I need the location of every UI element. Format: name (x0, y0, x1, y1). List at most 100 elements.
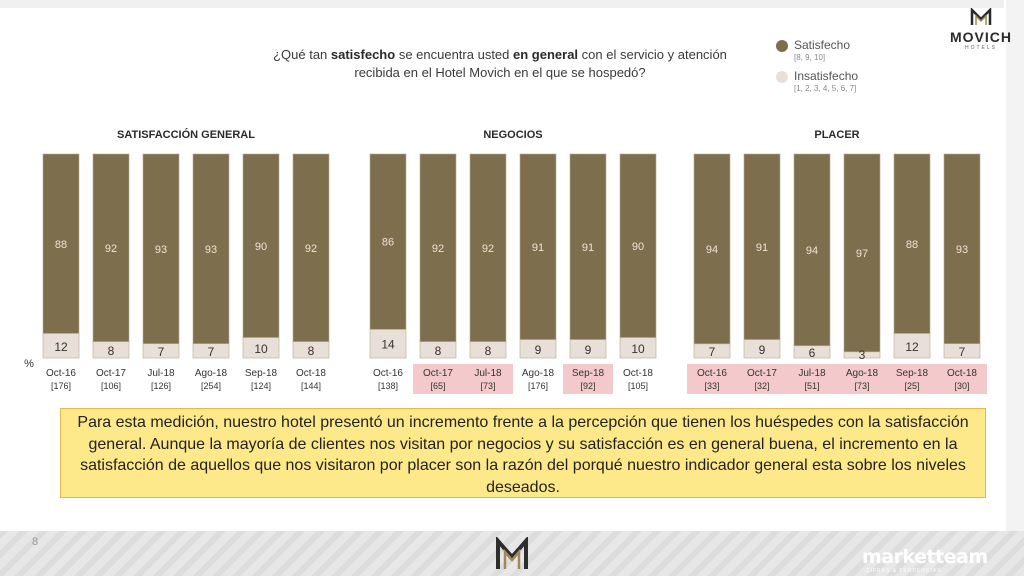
data-label-satisfecho: 92 (105, 243, 117, 255)
category-label: Oct-17 (96, 368, 126, 379)
bar-satisfecho (42, 153, 80, 334)
bar-satisfecho (419, 153, 457, 342)
bar-satisfecho (242, 153, 280, 338)
question-bold-satisfecho: satisfecho (330, 47, 396, 62)
data-label-insatisfecho: 9 (585, 343, 592, 357)
legend-sublabel: [1, 2, 3, 4, 5, 6, 7] (794, 84, 857, 93)
data-label-insatisfecho: 8 (485, 344, 492, 358)
bar-satisfecho (519, 153, 557, 340)
category-label: Oct-16 (46, 368, 76, 379)
base-label: [176] (51, 381, 71, 391)
group-title: NEGOCIOS (483, 129, 542, 141)
base-label: [32] (754, 381, 769, 391)
category-label: Sep-18 (896, 368, 929, 379)
bar-satisfecho (569, 153, 607, 340)
marketteam-brand: marketteam (862, 546, 988, 568)
base-label: [33] (704, 381, 719, 391)
data-label-satisfecho: 91 (582, 242, 594, 254)
base-label: [138] (378, 381, 398, 391)
footer-pattern (0, 531, 1024, 576)
legend-item-insatisfecho: Insatisfecho [1, 2, 3, 4, 5, 6, 7] (776, 69, 858, 94)
bar-insatisfecho (569, 339, 607, 359)
bar-insatisfecho (142, 343, 180, 359)
bar-insatisfecho (843, 351, 881, 359)
category-label: Oct-16 (373, 368, 403, 379)
category-label: Jul-18 (798, 368, 826, 379)
bar-insatisfecho (92, 341, 130, 359)
bar-satisfecho (693, 153, 731, 345)
top-band (0, 0, 1004, 8)
data-label-satisfecho: 91 (532, 242, 544, 254)
legend-label: Insatisfecho (794, 69, 859, 83)
base-label: [124] (251, 381, 271, 391)
bar-insatisfecho (519, 339, 557, 359)
data-label-satisfecho: 93 (956, 244, 968, 256)
bar-insatisfecho (693, 343, 731, 359)
unit-label: % (24, 358, 34, 370)
marketteam-tagline: CIFRAS & TENDENCIAS (866, 568, 942, 574)
bar-insatisfecho (42, 333, 80, 359)
data-label-insatisfecho: 7 (158, 345, 165, 359)
right-band (1006, 0, 1024, 540)
data-label-insatisfecho: 9 (759, 343, 766, 357)
bar-insatisfecho (469, 341, 507, 359)
legend-label: Satisfecho (794, 38, 851, 52)
base-label: [51] (804, 381, 819, 391)
category-highlight (563, 364, 613, 394)
data-label-insatisfecho: 8 (435, 344, 442, 358)
movich-logo: MOVICH HOTELS (945, 6, 1017, 51)
question-text: ¿Qué tan satisfecho se encuentra usted e… (250, 46, 750, 82)
base-label: [144] (301, 381, 321, 391)
base-label: [73] (480, 381, 495, 391)
base-label: [92] (580, 381, 595, 391)
data-label-insatisfecho: 12 (54, 340, 68, 354)
base-label: [106] (101, 381, 121, 391)
data-label-satisfecho: 93 (155, 244, 167, 256)
category-label: Jul-18 (147, 368, 175, 379)
data-label-satisfecho: 97 (856, 248, 868, 260)
data-label-insatisfecho: 12 (905, 340, 919, 354)
legend-sublabel: [8, 9, 10] (794, 53, 826, 62)
data-label-insatisfecho: 10 (631, 342, 645, 356)
bar-satisfecho (92, 153, 130, 342)
category-label: Oct-18 (947, 368, 977, 379)
data-label-insatisfecho: 8 (308, 344, 315, 358)
base-label: [105] (628, 381, 648, 391)
data-label-satisfecho: 93 (205, 244, 217, 256)
bar-insatisfecho (743, 339, 781, 359)
category-highlight (887, 364, 937, 394)
logo-subtitle: HOTELS (964, 45, 997, 51)
legend-item-satisfecho: Satisfecho [8, 9, 10] (776, 38, 858, 63)
logo-name: MOVICH (950, 29, 1012, 45)
category-highlight (687, 364, 737, 394)
data-label-satisfecho: 91 (756, 242, 768, 254)
category-highlight (787, 364, 837, 394)
category-label: Oct-18 (296, 368, 326, 379)
base-label: [73] (854, 381, 869, 391)
data-label-satisfecho: 92 (482, 243, 494, 255)
question-part: se encuentra usted (395, 47, 514, 62)
data-label-insatisfecho: 6 (809, 346, 816, 360)
insight-note: Para esta medición, nuestro hotel presen… (60, 408, 986, 498)
bar-insatisfecho (242, 337, 280, 359)
bar-satisfecho (292, 153, 330, 342)
base-label: [126] (151, 381, 171, 391)
category-label: Oct-18 (623, 368, 653, 379)
data-label-satisfecho: 86 (382, 237, 394, 249)
category-label: Jul-18 (474, 368, 502, 379)
category-label: Ago-18 (195, 368, 228, 379)
bar-satisfecho (619, 153, 657, 338)
category-highlight (837, 364, 887, 394)
category-label: Sep-18 (245, 368, 278, 379)
data-label-satisfecho: 90 (632, 241, 644, 253)
bar-satisfecho (743, 153, 781, 340)
data-label-insatisfecho: 3 (859, 348, 866, 362)
category-label: Oct-17 (423, 368, 453, 379)
bar-satisfecho (793, 153, 831, 347)
movich-footer-logo-icon (496, 537, 528, 569)
page-number: 8 (32, 536, 39, 548)
category-label: Oct-16 (697, 368, 727, 379)
data-label-satisfecho: 88 (906, 239, 918, 251)
bar-satisfecho (469, 153, 507, 342)
